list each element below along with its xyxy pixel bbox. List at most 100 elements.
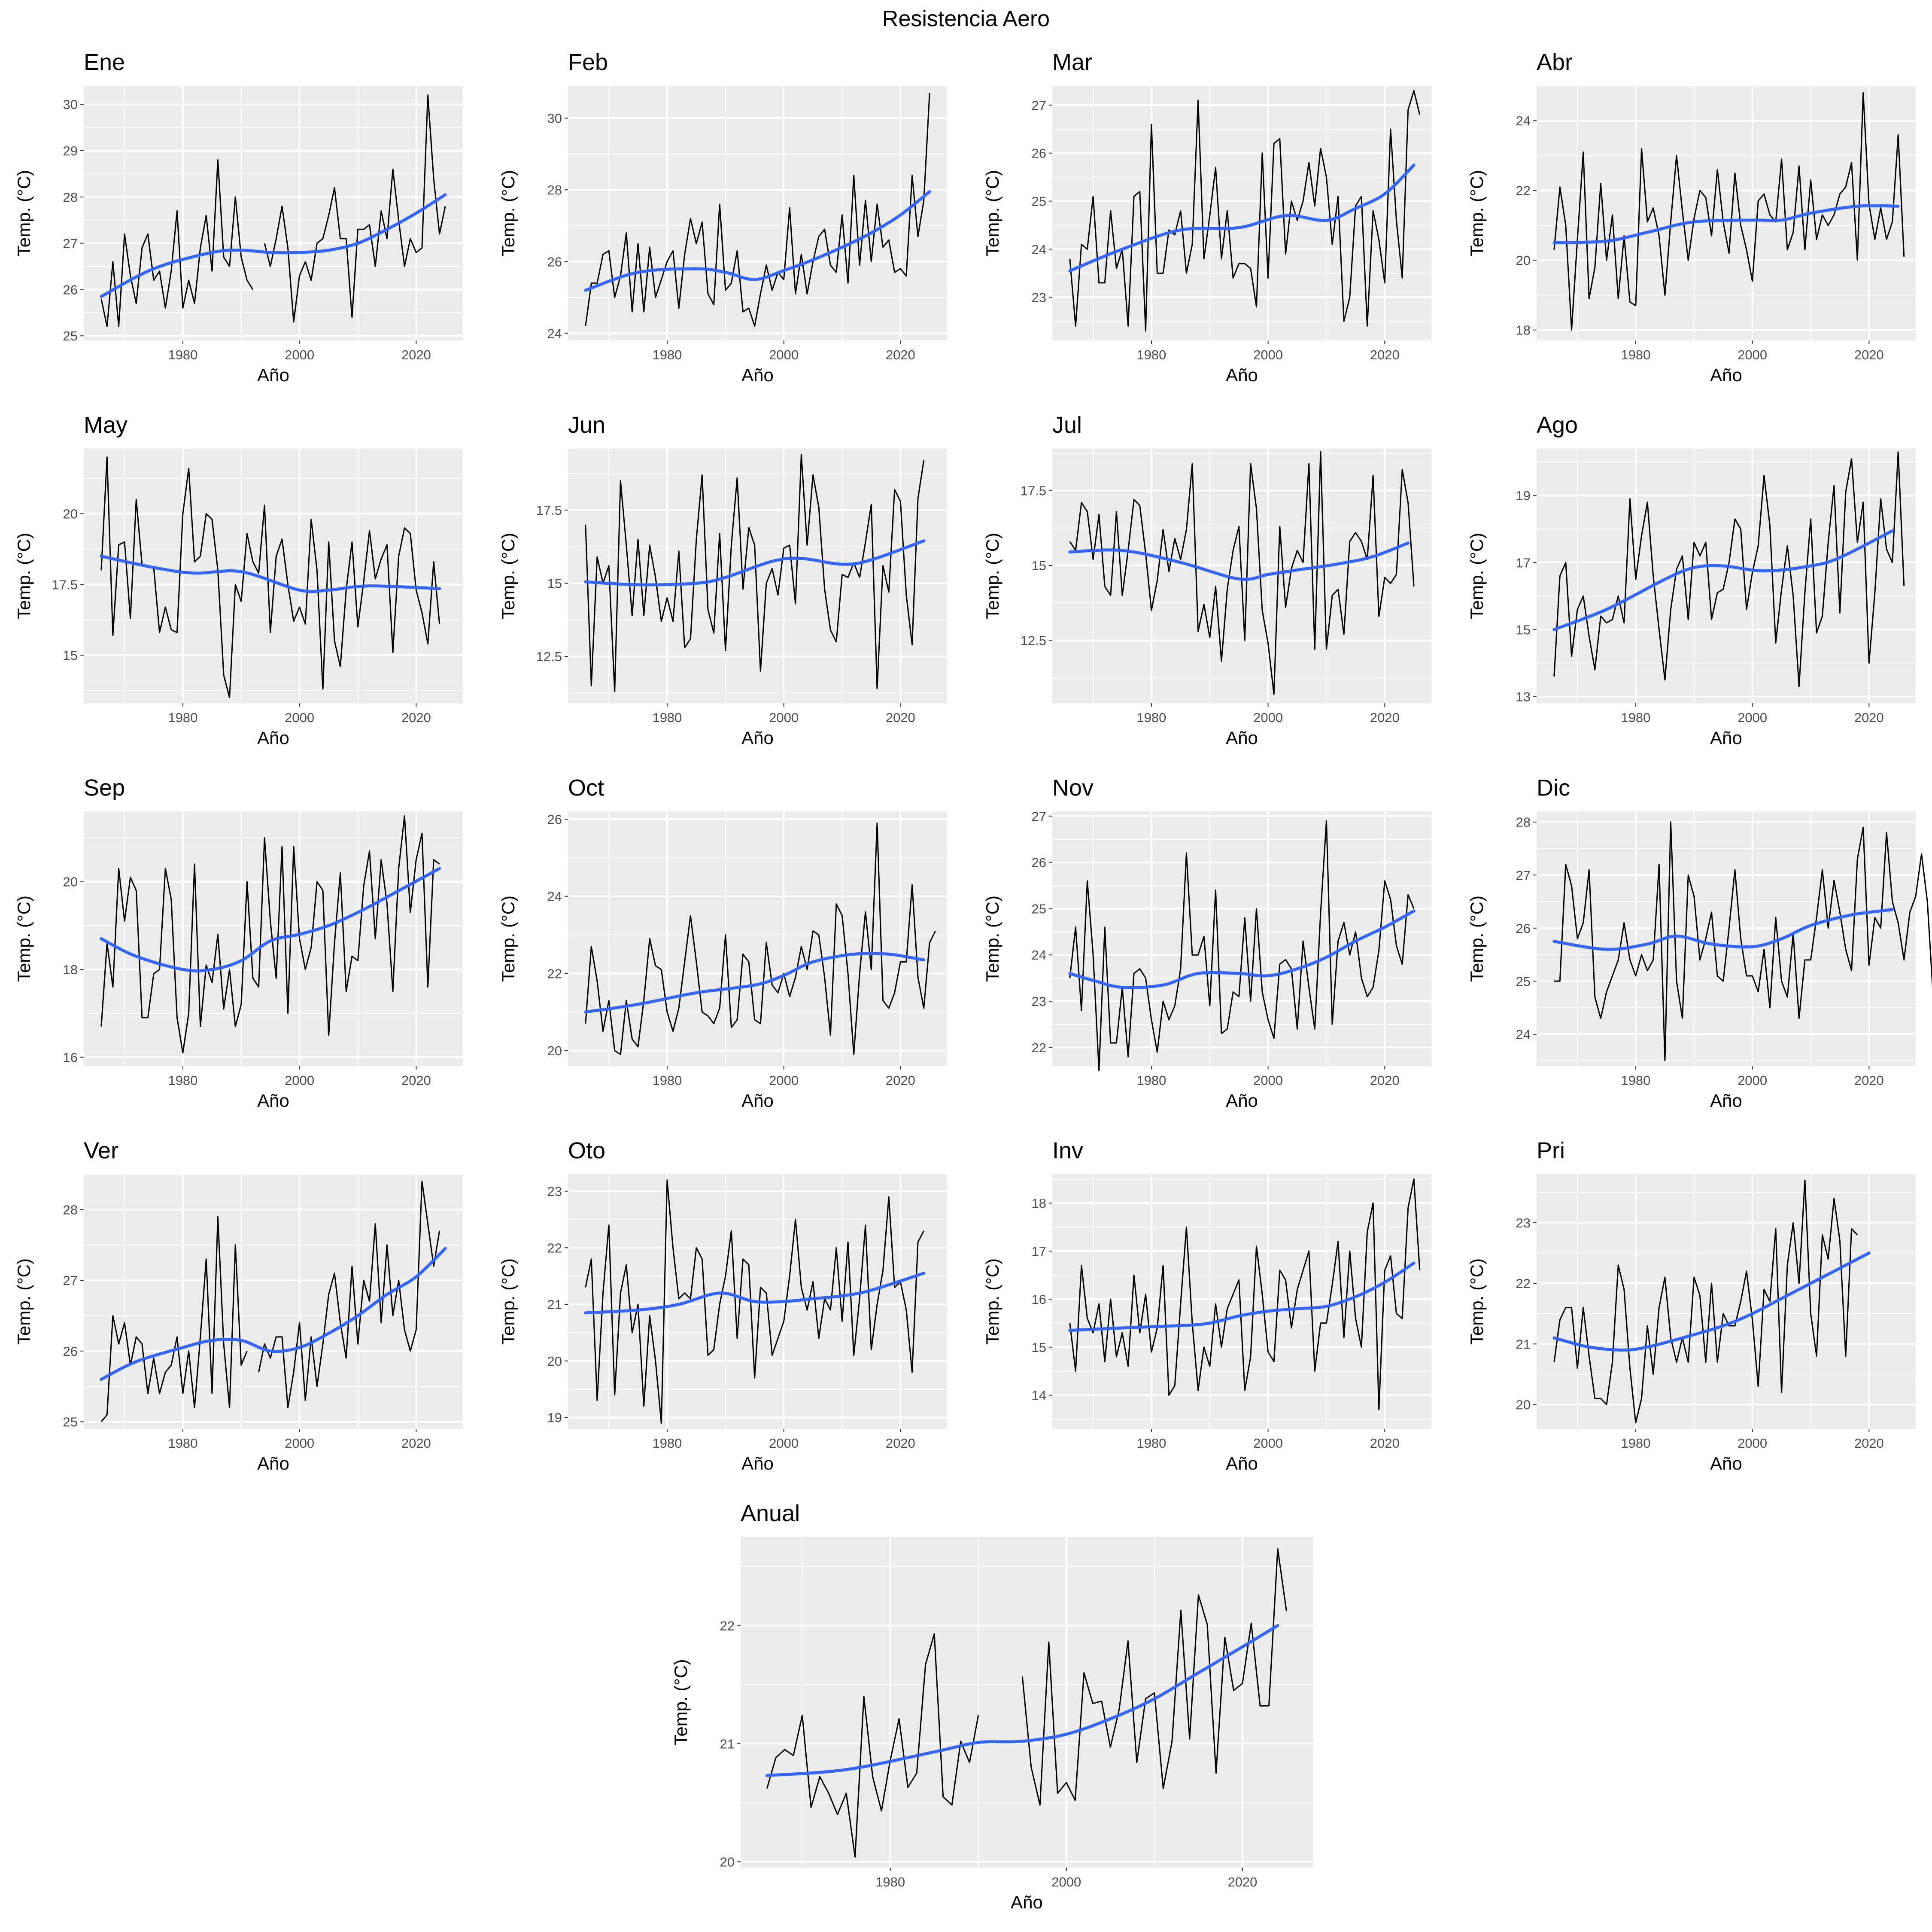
y-tick-label: 16: [1032, 1292, 1046, 1307]
x-tick-label: 1980: [1136, 1073, 1166, 1088]
y-tick-label: 21: [1516, 1337, 1531, 1352]
x-tick-label: 1980: [1136, 710, 1166, 725]
x-tick-label: 2000: [1253, 347, 1283, 362]
y-axis-label: Temp. (°C): [1467, 1258, 1487, 1345]
panel-nov: Nov 1980 2000 2020 22 23 24 25 26 27 Año Temp. (°C): [969, 766, 1437, 1122]
y-tick-label: 22: [720, 1618, 735, 1633]
y-axis-label: Temp. (°C): [982, 1258, 1002, 1345]
y-tick-label: 28: [547, 182, 562, 197]
panel-title: Ene: [84, 49, 125, 75]
panel-title: Abr: [1537, 49, 1573, 75]
trend-line: [1552, 529, 1894, 631]
y-axis-label: Temp. (°C): [982, 170, 1002, 256]
x-tick-label: 2020: [886, 1436, 915, 1451]
x-tick-label: 2000: [285, 1436, 314, 1451]
x-tick-label: 2020: [1854, 1436, 1884, 1451]
x-tick-label: 2020: [1854, 710, 1884, 725]
panel-inv: Inv 1980 2000 2020 14 15 16 17 18 Año Temp. (°C): [969, 1129, 1437, 1485]
y-tick-label: 19: [547, 1410, 562, 1425]
x-tick-label: 1980: [1621, 710, 1650, 725]
y-tick-label: 15: [1032, 1340, 1046, 1355]
y-tick-label: 29: [63, 143, 78, 158]
y-axis-label: Temp. (°C): [671, 1659, 691, 1745]
y-axis-label: Temp. (°C): [1467, 896, 1487, 982]
x-axis-label: Año: [741, 1453, 774, 1473]
y-tick-label: 12.5: [536, 649, 562, 664]
panel-title: Feb: [568, 49, 608, 75]
trend-line: [100, 193, 447, 298]
y-axis-label: Temp. (°C): [1467, 533, 1487, 619]
trend-line: [1068, 541, 1410, 581]
temperature-series-line: [1553, 1179, 1858, 1424]
panel-jun: Jun 1980 2000 2020 12.5 15 17.5 Año Temp. (°C): [484, 404, 952, 759]
y-tick-label: 18: [63, 962, 78, 977]
y-tick-label: 23: [1032, 290, 1046, 305]
x-axis-label: Año: [741, 365, 774, 385]
y-tick-label: 20: [63, 875, 78, 890]
y-tick-label: 24: [1032, 242, 1046, 257]
x-tick-label: 1980: [652, 710, 682, 725]
y-tick-label: 17: [1032, 1244, 1046, 1259]
x-tick-label: 1980: [168, 1073, 197, 1088]
panel-oct: Oct 1980 2000 2020 20 22 24 26 Año Temp. (°C): [484, 766, 952, 1122]
y-tick-label: 23: [1516, 1215, 1531, 1230]
temperature-series-line: [1069, 1178, 1421, 1410]
x-tick-label: 2000: [1253, 1436, 1283, 1451]
panel-oto: Oto 1980 2000 2020 19 20 21 22 23 Año Temp. (°C): [484, 1129, 952, 1485]
plot-background: [1537, 1174, 1916, 1429]
panel-svg: Inv 1980 2000 2020 14 15 16 17 18 Año Temp. (°C): [982, 1138, 1431, 1473]
y-tick-label: 15: [1516, 622, 1531, 637]
y-tick-label: 27: [63, 1273, 78, 1288]
y-tick-label: 24: [547, 326, 562, 341]
x-tick-label: 2000: [1253, 710, 1283, 725]
y-tick-label: 20: [1516, 253, 1531, 268]
x-tick-label: 2000: [285, 1073, 314, 1088]
x-tick-label: 2020: [1370, 347, 1400, 362]
panel-title: Pri: [1537, 1138, 1565, 1163]
y-tick-label: 26: [547, 254, 562, 269]
y-tick-label: 26: [1032, 855, 1046, 870]
panel-anual: Anual 1980 2000 2020 20 21 22 Año Temp. (°C): [657, 1492, 1318, 1923]
temperature-series-line: [1069, 451, 1415, 695]
y-tick-label: 21: [720, 1736, 735, 1751]
panel-pri: Pri 1980 2000 2020 20 21 22 23 Año Temp. (°C): [1453, 1129, 1921, 1485]
y-tick-label: 30: [63, 97, 78, 112]
x-tick-label: 1980: [652, 1073, 682, 1088]
x-axis-label: Año: [741, 1091, 774, 1111]
panel-title: Mar: [1052, 49, 1092, 75]
y-tick-label: 20: [63, 507, 78, 522]
y-tick-label: 15: [63, 648, 78, 663]
y-axis-label: Temp. (°C): [982, 896, 1002, 982]
panel-svg: Mar 1980 2000 2020 23 24 25 26 27 Año Temp. (°C): [982, 49, 1431, 385]
trend-line: [1068, 164, 1416, 273]
x-tick-label: 1980: [1621, 347, 1650, 362]
x-axis-label: Año: [1710, 1453, 1742, 1473]
y-axis-label: Temp. (°C): [14, 1258, 34, 1345]
plot-background: [84, 449, 463, 703]
temperature-series-line: [585, 1179, 925, 1424]
temperature-series-line: [100, 94, 446, 328]
plot-background: [84, 86, 463, 340]
panel-title: Oto: [568, 1138, 605, 1163]
temperature-series-line: [1553, 451, 1905, 687]
y-tick-label: 26: [1516, 921, 1531, 936]
panel-title: Oct: [568, 775, 604, 801]
plot-background: [568, 86, 947, 340]
temperature-series-line: [1553, 92, 1905, 331]
temperature-series-line: [1069, 90, 1421, 332]
panel-title: Nov: [1052, 775, 1094, 801]
panel-title: Ver: [84, 1138, 118, 1163]
x-tick-label: 2000: [285, 347, 314, 362]
panel-title: Ago: [1537, 412, 1578, 438]
x-tick-label: 2000: [1253, 1073, 1283, 1088]
y-tick-label: 12.5: [1021, 633, 1046, 648]
y-tick-label: 22: [1516, 183, 1531, 198]
y-tick-label: 22: [1032, 1040, 1046, 1055]
y-tick-label: 20: [720, 1854, 735, 1869]
y-tick-label: 25: [63, 1415, 78, 1430]
trend-line: [584, 190, 931, 292]
panel-svg: Nov 1980 2000 2020 22 23 24 25 26 27 Año Temp. (°C): [982, 775, 1431, 1111]
x-tick-label: 2020: [401, 710, 431, 725]
y-tick-label: 26: [1032, 146, 1046, 161]
